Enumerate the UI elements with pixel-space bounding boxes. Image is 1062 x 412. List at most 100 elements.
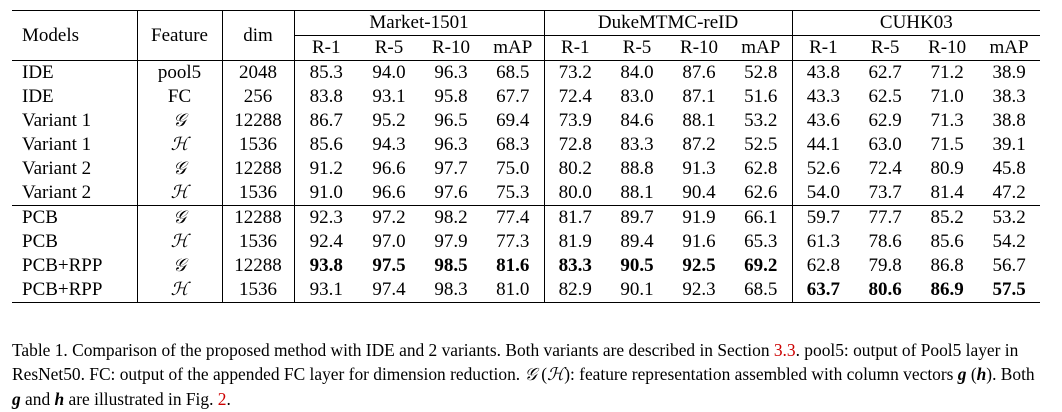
cell-value: 90.1 bbox=[606, 278, 669, 303]
figure-ref-link[interactable]: 2 bbox=[217, 389, 227, 409]
cell-value: 87.6 bbox=[682, 62, 716, 83]
cell-dim: 12288 bbox=[221, 109, 294, 133]
cell-dim: 1536 bbox=[221, 278, 294, 303]
caption-text: . bbox=[226, 389, 231, 409]
metric-header: mAP bbox=[730, 35, 793, 61]
metric-header: R-10 bbox=[916, 35, 979, 61]
table-caption: Table 1. Comparison of the proposed meth… bbox=[12, 338, 1042, 411]
cell-value: 45.8 bbox=[992, 158, 1026, 179]
cell-value: 69.4 bbox=[496, 110, 530, 131]
cell-value: 75.3 bbox=[496, 182, 530, 203]
cell-value: 97.4 bbox=[358, 278, 420, 303]
cell-value: 92.3 bbox=[293, 205, 358, 230]
cell-value: 98.3 bbox=[420, 278, 482, 303]
cell-value: 87.1 bbox=[682, 86, 716, 107]
cell-value: 94.3 bbox=[372, 134, 406, 155]
cell-value: 44.1 bbox=[791, 133, 855, 157]
table-row: PCB 𝒢 12288 92.3 97.2 98.2 77.4 81.7 89.7 91.9 66.… bbox=[12, 205, 1041, 230]
caption-text: . pool5: output of Pool5 layer in ResNet… bbox=[12, 340, 1019, 384]
cell-model: PCB+RPP bbox=[12, 278, 137, 303]
cell-value: 38.9 bbox=[992, 62, 1026, 83]
cell-value: 54.0 bbox=[791, 181, 855, 206]
cell-value: 87.2 bbox=[682, 134, 716, 155]
cell-value: 81.7 bbox=[543, 205, 607, 230]
dataset-header-duke: DukeMTMC-reID bbox=[543, 10, 793, 36]
table-row: Variant 2 𝒢 12288 91.2 96.6 97.7 75.0 80.2 88.8 9… bbox=[12, 157, 1040, 181]
cell-dim: 2048 bbox=[221, 60, 294, 85]
metric-header: R-5 bbox=[358, 35, 420, 61]
cell-feature: ℋ bbox=[136, 181, 222, 206]
cell-value: 66.1 bbox=[730, 205, 793, 230]
cell-value: 97.9 bbox=[434, 231, 468, 252]
vector-h: h bbox=[976, 364, 987, 384]
cell-model: PCB bbox=[12, 205, 137, 230]
cell-value: 62.9 bbox=[868, 110, 902, 131]
cell-value: 68.3 bbox=[496, 134, 530, 155]
cell-value: 59.7 bbox=[791, 205, 855, 230]
table-row: IDE FC 256 83.8 93.1 95.8 67.7 72.4 83.0 87.1 51.6… bbox=[12, 85, 1040, 109]
cell-value: 92.5 bbox=[682, 255, 716, 276]
cell-value: 86.8 bbox=[930, 255, 964, 276]
cell-dim: 256 bbox=[221, 85, 294, 109]
cell-value: 81.0 bbox=[482, 278, 545, 303]
cell-value: 43.3 bbox=[791, 85, 855, 109]
vector-h: h bbox=[54, 389, 65, 409]
metric-header: R-1 bbox=[293, 35, 358, 61]
cell-value: 73.2 bbox=[543, 60, 607, 85]
cell-value: 81.6 bbox=[496, 255, 530, 276]
cell-value: 96.3 bbox=[434, 62, 468, 83]
section-ref-link[interactable]: 3.3 bbox=[773, 340, 796, 360]
col-header-models: Models bbox=[12, 10, 137, 61]
vector-g: g bbox=[12, 389, 21, 409]
cell-model: Variant 1 bbox=[22, 110, 92, 131]
cell-value: 54.2 bbox=[992, 231, 1026, 252]
cell-value: 38.3 bbox=[992, 86, 1026, 107]
cell-value: 68.5 bbox=[496, 62, 530, 83]
cell-value: 85.2 bbox=[916, 205, 979, 230]
table-row: Variant 2 ℋ 1536 91.0 96.6 97.6 75.3 80.0 88.1 90… bbox=[12, 181, 1040, 206]
cell-value: 78.6 bbox=[868, 231, 902, 252]
cell-value: 97.2 bbox=[358, 205, 420, 230]
cell-value: 82.9 bbox=[543, 278, 607, 303]
caption-text: are illustrated in Fig. bbox=[64, 389, 218, 409]
cell-value: 67.7 bbox=[496, 86, 530, 107]
cell-value: 85.6 bbox=[293, 133, 358, 157]
cell-value: 81.9 bbox=[543, 230, 607, 254]
cell-value: 73.9 bbox=[543, 109, 607, 133]
cell-value: 84.0 bbox=[620, 62, 654, 83]
cell-feature: 𝒢 bbox=[136, 205, 222, 230]
vector-g: g bbox=[957, 364, 967, 384]
cell-model: Variant 2 bbox=[22, 158, 92, 179]
cell-value: 52.5 bbox=[744, 134, 778, 155]
metric-header: mAP bbox=[482, 35, 545, 61]
cell-value: 90.4 bbox=[682, 182, 716, 203]
cell-feature: 𝒢 bbox=[136, 254, 222, 278]
cell-model: Variant 2 bbox=[22, 182, 92, 203]
table-body: IDE pool5 2048 85.3 94.0 96.3 68.5 73.2 84.0 87.6… bbox=[12, 60, 1041, 303]
cell-feature: 𝒢 bbox=[136, 109, 222, 133]
metric-header: R-10 bbox=[668, 35, 731, 61]
caption-text: ): feature representation assembled with… bbox=[564, 364, 958, 384]
cell-value: 83.3 bbox=[620, 134, 654, 155]
cell-value: 88.8 bbox=[620, 158, 654, 179]
cell-value: 52.6 bbox=[791, 157, 855, 181]
dataset-header-market: Market-1501 bbox=[293, 10, 545, 36]
cell-value: 88.1 bbox=[682, 110, 716, 131]
caption-text: ( bbox=[536, 364, 547, 384]
cell-model: IDE bbox=[22, 86, 54, 107]
cell-value: 52.8 bbox=[744, 62, 778, 83]
cell-value: 98.2 bbox=[420, 205, 482, 230]
cell-dim: 12288 bbox=[221, 157, 294, 181]
cell-value: 79.8 bbox=[868, 255, 902, 276]
cell-value: 53.2 bbox=[978, 205, 1041, 230]
cell-value: 81.4 bbox=[930, 182, 964, 203]
cell-value: 93.1 bbox=[372, 86, 406, 107]
cell-value: 77.7 bbox=[854, 205, 917, 230]
cell-value: 83.8 bbox=[293, 85, 358, 109]
cell-dim: 12288 bbox=[221, 205, 294, 230]
cell-value: 43.8 bbox=[791, 60, 855, 85]
cell-value: 93.1 bbox=[293, 278, 358, 303]
cell-value: 94.0 bbox=[372, 62, 406, 83]
cell-value: 80.9 bbox=[930, 158, 964, 179]
header-row-metrics: R-1 R-5 R-10 mAP R-1 R-5 R-10 mAP R-1 R-5 R-10 mAP bbox=[12, 35, 1041, 61]
